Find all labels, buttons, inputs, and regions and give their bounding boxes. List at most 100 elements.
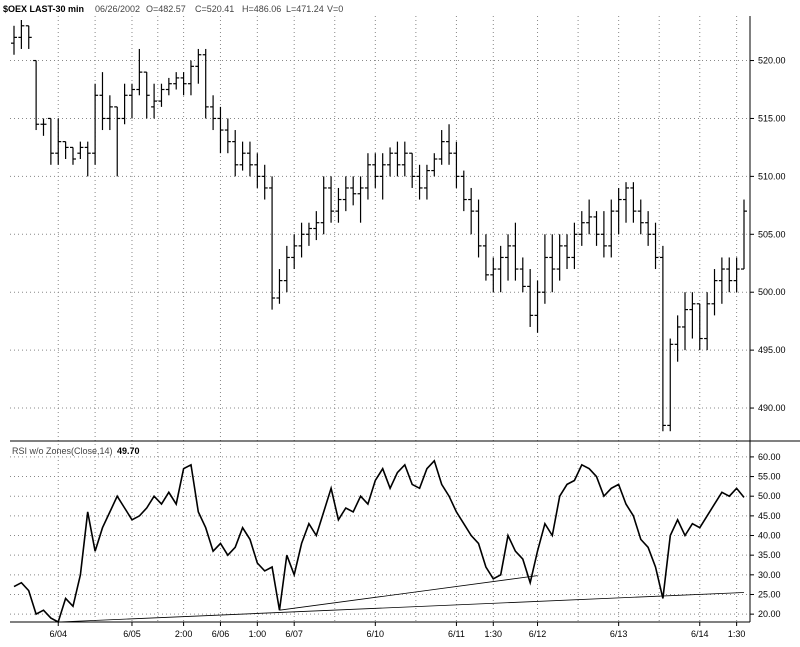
rsi-tick-label: 55.00	[758, 472, 781, 482]
x-axis: 6/04 6/05 2:00 6/06 1:00 6/07 6/10 6/11 1:30 6/12…	[49, 622, 745, 639]
ohlc-bar	[689, 292, 696, 339]
low-label: L=471.24	[286, 4, 324, 14]
ohlc-bar	[519, 257, 526, 293]
ohlc-bar	[128, 83, 135, 119]
ohlc-bar	[696, 303, 703, 351]
ohlc-bar	[431, 153, 438, 177]
ohlc-bar	[578, 211, 585, 246]
ohlc-bar	[143, 71, 150, 119]
ohlc-bar	[460, 170, 467, 212]
rsi-tick-label: 40.00	[758, 531, 781, 541]
ohlc-bar	[468, 187, 475, 235]
rsi-last-value: 49.70	[117, 446, 140, 456]
ohlc-bar	[158, 83, 165, 107]
ohlc-bar	[549, 234, 556, 293]
ohlc-bar	[195, 48, 202, 84]
ohlc-bar	[512, 222, 519, 281]
rsi-tick-label: 45.00	[758, 511, 781, 521]
ohlc-bar	[180, 72, 187, 96]
ohlc-bar	[416, 164, 423, 200]
ohlc-bar	[239, 141, 246, 171]
rsi-tick-label: 20.00	[758, 609, 781, 619]
price-tick-label: 490.00	[758, 403, 786, 413]
x-tick-label: 6/07	[285, 629, 303, 639]
x-tick-label: 1:30	[485, 629, 503, 639]
ohlc-bar	[645, 211, 652, 246]
rsi-title: RSI w/o Zones(Close,14)	[12, 446, 113, 456]
x-tick-label: 6/04	[49, 629, 67, 639]
x-tick-label: 6/10	[367, 629, 385, 639]
rsi-tick-label: 50.00	[758, 491, 781, 501]
ohlc-bar	[682, 292, 689, 351]
ohlc-bar	[55, 118, 62, 165]
trendline	[279, 575, 538, 611]
ohlc-bar	[387, 147, 394, 177]
rsi-trendlines	[58, 575, 745, 623]
ohlc-bar	[741, 199, 747, 270]
ohlc-bar	[446, 124, 453, 165]
ohlc-bar	[718, 257, 725, 304]
ohlc-bar	[608, 199, 615, 258]
rsi-tick-label: 25.00	[758, 589, 781, 599]
ohlc-bar	[704, 292, 711, 351]
ohlc-bar	[328, 176, 335, 223]
ohlc-bar	[92, 83, 99, 165]
ohlc-bar	[726, 257, 733, 293]
x-tick-label: 6/14	[691, 629, 709, 639]
ohlc-bar	[667, 338, 674, 432]
price-bars	[11, 20, 747, 432]
ohlc-bar	[62, 141, 69, 159]
ohlc-bar	[527, 269, 534, 327]
ohlc-bar	[232, 130, 239, 177]
ohlc-bar	[571, 222, 578, 270]
ohlc-bar	[490, 257, 497, 293]
date-label: 06/26/2002	[95, 4, 140, 14]
x-tick-label: 2:00	[175, 629, 193, 639]
ohlc-bar	[202, 48, 209, 119]
ohlc-bar	[674, 315, 681, 362]
x-tick-label: 1:00	[249, 629, 267, 639]
ohlc-bar	[99, 72, 106, 131]
ohlc-bar	[25, 25, 32, 49]
ohlc-bar	[173, 72, 180, 90]
x-tick-label: 6/13	[610, 629, 628, 639]
ohlc-bar	[11, 25, 17, 55]
ohlc-bar	[320, 176, 327, 235]
ohlc-bar	[40, 118, 47, 136]
ohlc-bar	[187, 60, 194, 96]
ohlc-bar	[630, 182, 637, 223]
chart-header: $OEX LAST-30 min 06/26/2002 O=482.57 C=5…	[3, 4, 343, 14]
ohlc-bar	[453, 141, 460, 188]
rsi-header: RSI w/o Zones(Close,14) 49.70	[12, 446, 140, 456]
ohlc-bar	[69, 146, 76, 165]
ohlc-bar	[564, 234, 571, 270]
ohlc-bar	[364, 153, 371, 200]
ohlc-bar	[121, 83, 128, 125]
ohlc-bar	[497, 245, 504, 293]
ohlc-bar	[357, 176, 364, 223]
ohlc-bar	[77, 141, 84, 159]
volume-label: V=0	[327, 4, 343, 14]
open-label: O=482.57	[146, 4, 186, 14]
ohlc-bar	[394, 141, 401, 177]
ohlc-bar	[372, 153, 379, 188]
close-label: C=520.41	[195, 4, 234, 14]
gridlines	[10, 16, 750, 622]
ohlc-bar	[342, 176, 349, 212]
ohlc-bar	[593, 211, 600, 246]
ohlc-bar	[637, 199, 644, 235]
ohlc-bar	[47, 117, 54, 165]
ohlc-bar	[106, 95, 113, 131]
ohlc-bar	[84, 141, 91, 177]
ohlc-bar	[534, 280, 541, 333]
trendline	[58, 592, 745, 623]
ohlc-bar	[541, 234, 548, 304]
ohlc-bar	[136, 48, 143, 96]
symbol-label: $OEX LAST-30 min	[3, 4, 84, 14]
ohlc-bar	[276, 269, 283, 304]
ohlc-bar	[623, 182, 630, 223]
rsi-line	[13, 459, 745, 624]
ohlc-bar	[246, 141, 253, 177]
